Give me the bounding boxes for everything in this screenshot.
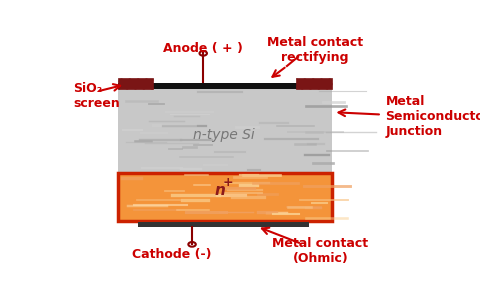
Bar xyxy=(118,173,332,221)
Text: Metal contact
(Ohmic): Metal contact (Ohmic) xyxy=(272,237,369,265)
Text: n-type Si: n-type Si xyxy=(193,128,254,142)
Text: n: n xyxy=(215,183,226,198)
Text: Anode ( + ): Anode ( + ) xyxy=(163,42,243,55)
Text: +: + xyxy=(223,176,233,189)
Bar xyxy=(118,78,153,89)
Text: Metal contact
rectifying: Metal contact rectifying xyxy=(267,36,363,64)
Bar xyxy=(118,86,332,173)
Text: Metal
Semiconductor
Junction: Metal Semiconductor Junction xyxy=(385,95,480,138)
Bar xyxy=(296,78,332,89)
Bar xyxy=(138,222,309,227)
Bar xyxy=(118,83,332,89)
Text: SiO₂
screen: SiO₂ screen xyxy=(73,82,120,110)
Text: Cathode (-): Cathode (-) xyxy=(132,248,211,261)
